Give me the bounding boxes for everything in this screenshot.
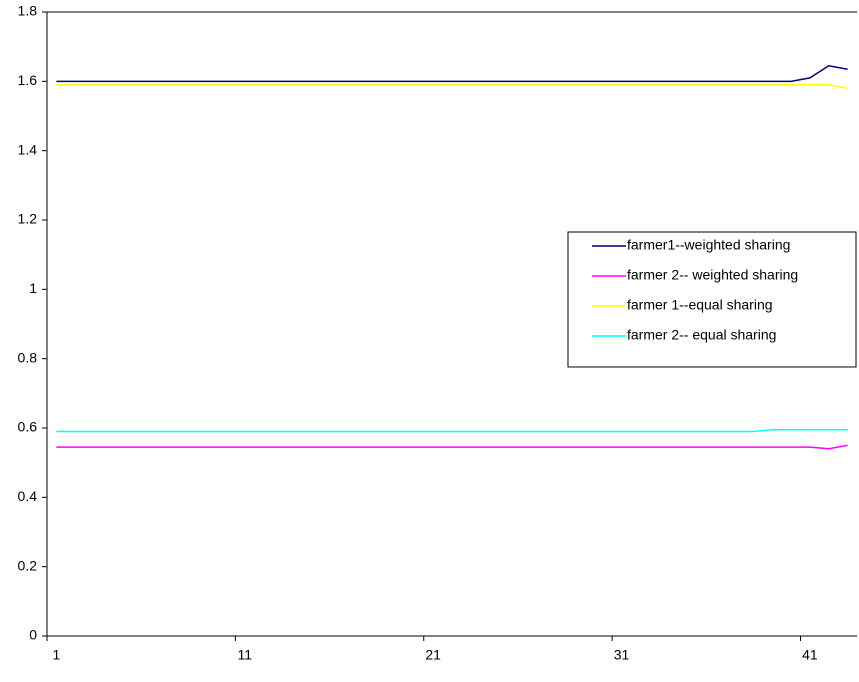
y-tick-label: 1.6 xyxy=(18,72,38,88)
legend-label: farmer1--weighted sharing xyxy=(627,237,790,253)
y-tick-label: 0 xyxy=(29,627,37,643)
legend-box xyxy=(567,231,857,368)
y-tick-label: 1 xyxy=(29,280,37,296)
series-line xyxy=(56,428,848,433)
y-tick-label: 0.2 xyxy=(18,557,38,573)
y-tick-label: 1.2 xyxy=(18,211,38,227)
legend-label: farmer 2-- equal sharing xyxy=(627,327,776,343)
x-tick-label: 1 xyxy=(53,647,61,663)
x-tick-label: 41 xyxy=(802,647,818,663)
y-tick-label: 0.8 xyxy=(18,349,38,365)
legend-label: farmer 2-- weighted sharing xyxy=(627,267,798,283)
x-tick-label: 31 xyxy=(614,647,630,663)
legend-label: farmer 1--equal sharing xyxy=(627,297,773,313)
y-tick-label: 1.8 xyxy=(18,3,38,19)
y-tick-label: 0.4 xyxy=(18,488,38,504)
series-line xyxy=(56,444,848,450)
series-line xyxy=(56,84,848,90)
x-tick-label: 11 xyxy=(238,647,253,663)
y-tick-label: 1.4 xyxy=(18,141,38,157)
x-tick-label: 21 xyxy=(425,647,441,663)
series-line xyxy=(56,64,848,83)
y-tick-label: 0.6 xyxy=(18,419,38,435)
